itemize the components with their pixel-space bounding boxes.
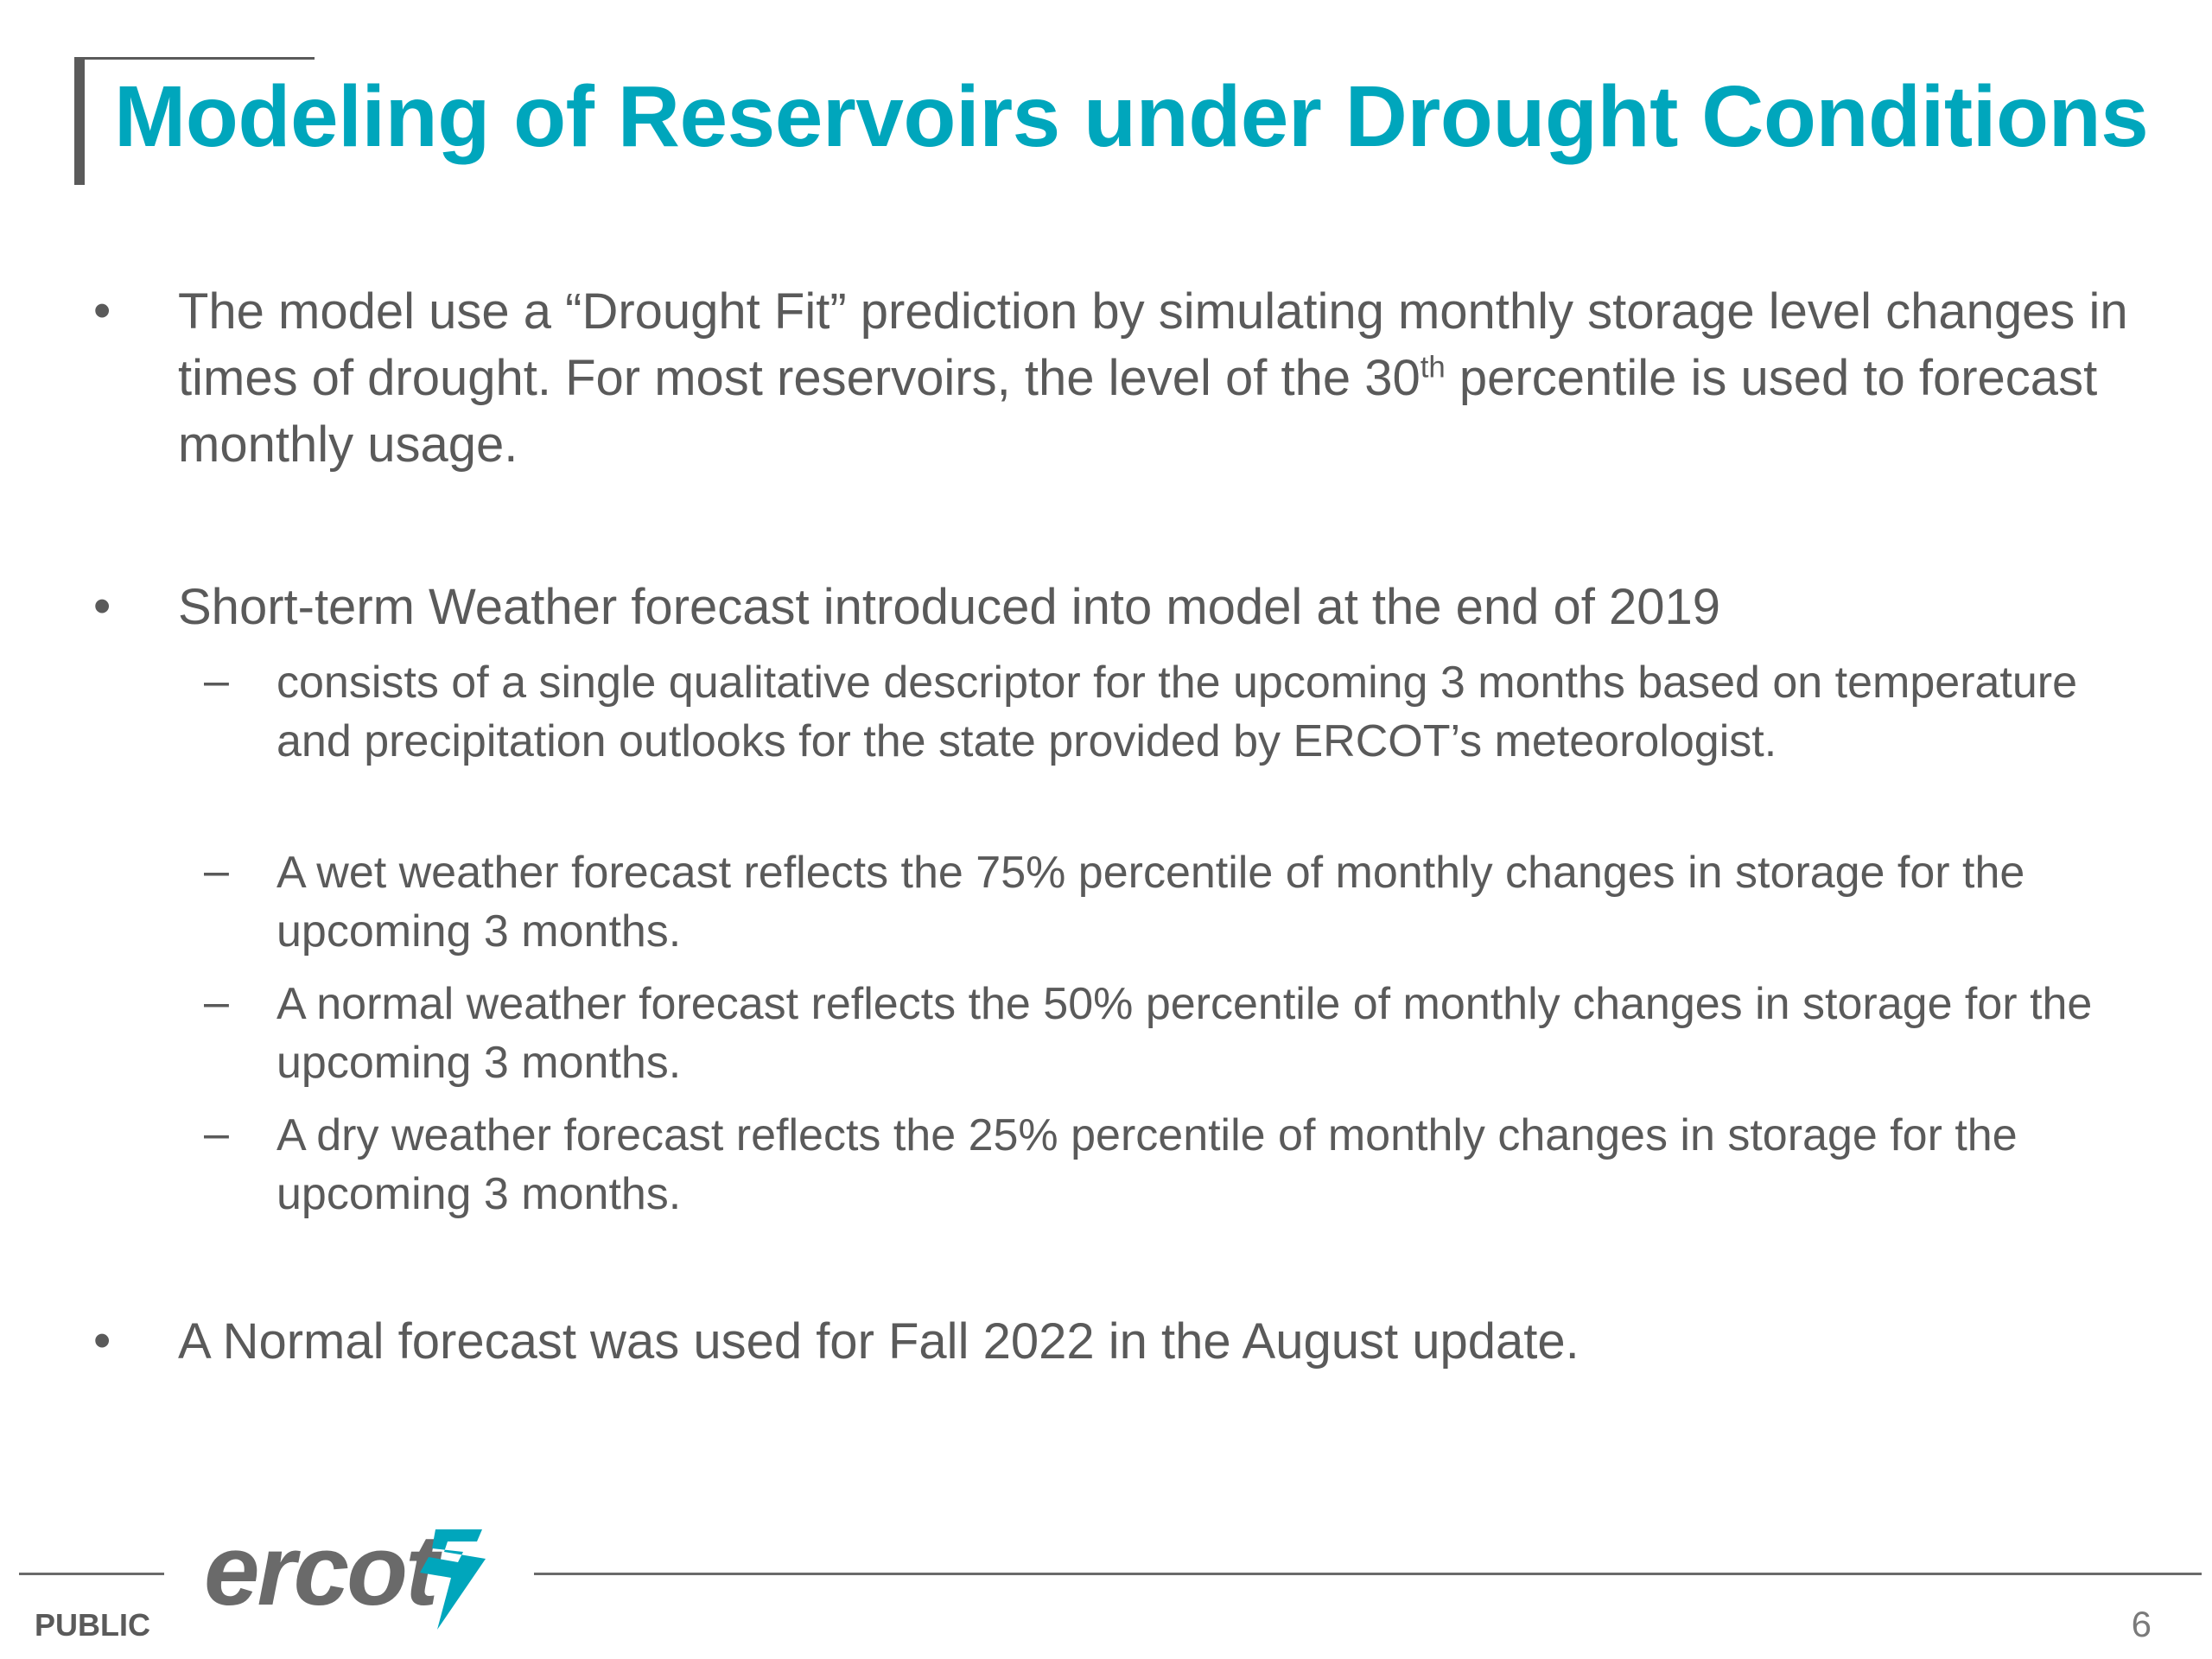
bullet-marker: • [93,1313,111,1369]
sub-item-2: A wet weather forecast reflects the 75% … [276,848,2025,957]
sub-item-4: A dry weather forecast reflects the 25% … [276,1110,2018,1219]
footer-divider-right [534,1573,2202,1575]
ercot-logo: ercot [204,1514,498,1635]
bullet-1-text-part2: percentile is used to forecast monthly u… [178,350,2098,473]
bullet-marker: • [93,578,111,634]
sub-item-3: A normal weather forecast reflects the 5… [276,979,2093,1088]
title-accent-bar [74,57,85,185]
bullet-1-text-part1: The model use a “Drought Fit” prediction… [178,283,2128,406]
classification-label: PUBLIC [35,1607,150,1643]
bullet-2-text: Short-term Weather forecast introduced i… [178,579,1721,635]
bullet-marker: • [93,283,111,339]
bullet-3-text: A Normal forecast was used for Fall 2022… [178,1313,1580,1370]
title-accent-line [74,57,315,60]
ercot-lightning-mark-icon [420,1529,486,1630]
bullet-1-text: The model use a “Drought Fit” prediction… [178,278,2131,478]
sub-bullet-marker: – [204,977,229,1027]
logo-text: ercot [204,1514,439,1626]
sub-item-1: consists of a single qualitative descrip… [276,658,2078,766]
footer-divider-left [19,1573,164,1575]
sub-bullet-marker: – [204,1109,229,1159]
slide-title: Modeling of Reservoirs under Drought Con… [114,68,2149,165]
bullet-1-superscript: th [1420,350,1446,385]
sub-bullet-marker: – [204,846,229,896]
page-number: 6 [2131,1604,2152,1644]
sub-bullet-marker: – [204,656,229,706]
